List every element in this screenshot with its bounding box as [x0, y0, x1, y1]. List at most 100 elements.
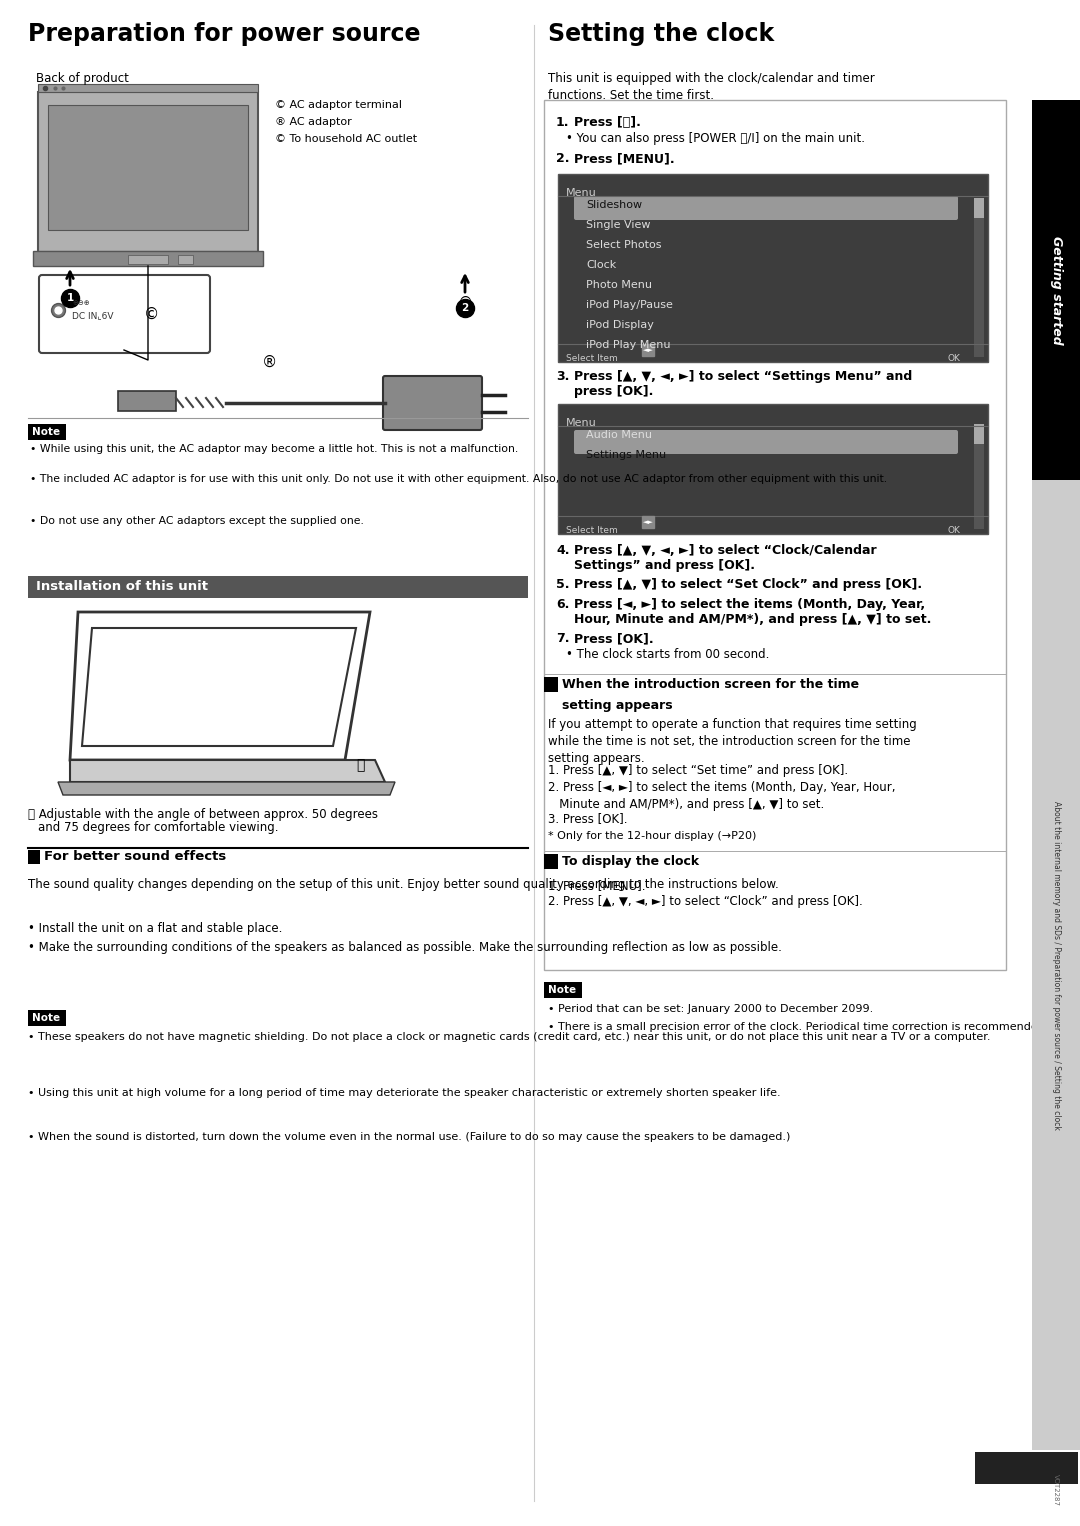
Polygon shape — [58, 781, 395, 795]
Text: • Period that can be set: January 2000 to December 2099.: • Period that can be set: January 2000 t… — [548, 1004, 874, 1013]
FancyBboxPatch shape — [39, 275, 210, 353]
Text: Back of product: Back of product — [36, 72, 129, 85]
Text: VOT2287: VOT2287 — [1053, 1474, 1059, 1506]
Text: Press [⏻].: Press [⏻]. — [573, 116, 640, 130]
Polygon shape — [70, 612, 370, 760]
Text: Press [▲, ▼] to select “Set Clock” and press [OK].: Press [▲, ▼] to select “Set Clock” and p… — [573, 578, 922, 591]
FancyBboxPatch shape — [573, 430, 958, 455]
Bar — [544, 855, 558, 868]
Text: 1. Press [▲, ▼] to select “Set time” and press [OK].: 1. Press [▲, ▼] to select “Set time” and… — [548, 765, 848, 777]
Text: Press [▲, ▼, ◄, ►] to select “Clock/Calendar: Press [▲, ▼, ◄, ►] to select “Clock/Cale… — [573, 543, 877, 557]
Bar — [28, 1010, 66, 1025]
Text: Select Item: Select Item — [566, 354, 618, 363]
Text: setting appears: setting appears — [562, 699, 673, 713]
Text: ⓕ: ⓕ — [355, 758, 364, 772]
Bar — [558, 404, 988, 534]
Bar — [33, 250, 264, 266]
Text: To display the clock: To display the clock — [562, 855, 699, 867]
Bar — [28, 575, 528, 598]
Text: 2. Press [◄, ►] to select the items (Month, Day, Year, Hour,
   Minute and AM/PM: 2. Press [◄, ►] to select the items (Mon… — [548, 781, 895, 810]
Text: 3. Press [OK].: 3. Press [OK]. — [548, 812, 627, 826]
Text: Note: Note — [548, 984, 576, 995]
Text: • Using this unit at high volume for a long period of time may deteriorate the s: • Using this unit at high volume for a l… — [28, 1088, 781, 1099]
Text: Menu: Menu — [566, 418, 597, 427]
Text: • Install the unit on a flat and stable place.: • Install the unit on a flat and stable … — [28, 922, 282, 935]
Text: For better sound effects: For better sound effects — [44, 850, 226, 864]
Bar — [974, 198, 984, 357]
Text: OK: OK — [948, 354, 961, 363]
Text: 1.: 1. — [556, 116, 569, 130]
Bar — [38, 84, 258, 92]
Text: • There is a small precision error of the clock. Periodical time correction is r: • There is a small precision error of th… — [548, 1022, 1049, 1032]
Text: Clock: Clock — [586, 259, 617, 270]
Bar — [28, 424, 66, 439]
Text: This unit is equipped with the clock/calendar and timer
functions. Set the time : This unit is equipped with the clock/cal… — [548, 72, 875, 102]
Text: If you attempt to operate a function that requires time setting
while the time i: If you attempt to operate a function tha… — [548, 719, 917, 765]
Text: Press [◄, ►] to select the items (Month, Day, Year,: Press [◄, ►] to select the items (Month,… — [573, 598, 926, 610]
Text: Press [OK].: Press [OK]. — [573, 632, 653, 645]
Text: Slideshow: Slideshow — [586, 200, 643, 211]
Text: ® AC adaptor: ® AC adaptor — [275, 118, 352, 127]
Text: • While using this unit, the AC adaptor may become a little hot. This is not a m: • While using this unit, the AC adaptor … — [30, 444, 518, 455]
Text: press [OK].: press [OK]. — [573, 385, 653, 398]
Bar — [178, 255, 193, 264]
Text: 2: 2 — [461, 304, 469, 313]
FancyBboxPatch shape — [383, 375, 482, 430]
Text: DC IN⌞6V: DC IN⌞6V — [72, 311, 113, 320]
Bar — [38, 92, 258, 252]
Bar — [974, 424, 984, 444]
Text: Installation of this unit: Installation of this unit — [36, 580, 208, 594]
Text: Setting the clock: Setting the clock — [548, 21, 774, 46]
Bar — [1032, 101, 1080, 481]
Text: Note: Note — [32, 1013, 60, 1022]
Bar — [28, 850, 40, 864]
Text: • When the sound is distorted, turn down the volume even in the normal use. (Fai: • When the sound is distorted, turn down… — [28, 1131, 791, 1141]
Bar — [118, 391, 176, 410]
Text: ⊕⊖⊕: ⊕⊖⊕ — [72, 301, 90, 307]
Bar — [975, 1453, 1078, 1483]
Text: ◄►: ◄► — [643, 346, 653, 353]
Text: Settings” and press [OK].: Settings” and press [OK]. — [573, 559, 755, 572]
Bar — [544, 983, 582, 998]
Text: and 75 degrees for comfortable viewing.: and 75 degrees for comfortable viewing. — [38, 821, 279, 835]
Text: iPod Play/Pause: iPod Play/Pause — [586, 301, 673, 310]
Bar — [48, 105, 248, 230]
Text: Getting started: Getting started — [1050, 235, 1063, 345]
Bar — [974, 198, 984, 218]
Text: 4.: 4. — [556, 543, 569, 557]
Text: Press [MENU].: Press [MENU]. — [573, 153, 675, 165]
Text: Menu: Menu — [566, 188, 597, 198]
Text: The sound quality changes depending on the setup of this unit. Enjoy better soun: The sound quality changes depending on t… — [28, 877, 779, 891]
Bar — [974, 429, 984, 530]
Text: Hour, Minute and AM/PM*), and press [▲, ▼] to set.: Hour, Minute and AM/PM*), and press [▲, … — [573, 613, 931, 626]
Bar — [544, 678, 558, 691]
FancyBboxPatch shape — [573, 195, 958, 220]
Text: iPod Play Menu: iPod Play Menu — [586, 340, 671, 349]
Text: • The included AC adaptor is for use with this unit only. Do not use it with oth: • The included AC adaptor is for use wit… — [30, 475, 887, 484]
Text: Note: Note — [32, 427, 60, 436]
Text: Select Photos: Select Photos — [586, 240, 661, 250]
Text: • Make the surrounding conditions of the speakers as balanced as possible. Make : • Make the surrounding conditions of the… — [28, 942, 782, 954]
Text: iPod Display: iPod Display — [586, 320, 653, 330]
FancyBboxPatch shape — [544, 101, 1005, 971]
Text: Preparation for power source: Preparation for power source — [28, 21, 420, 46]
Text: ©: © — [145, 307, 160, 322]
Text: ®: ® — [262, 354, 278, 369]
Text: 2.: 2. — [556, 153, 569, 165]
Text: Settings Menu: Settings Menu — [586, 450, 666, 459]
Text: • You can also press [POWER ⏻/I] on the main unit.: • You can also press [POWER ⏻/I] on the … — [566, 133, 865, 145]
Text: ◄►: ◄► — [643, 519, 653, 525]
Text: © To household AC outlet: © To household AC outlet — [275, 134, 417, 143]
Text: Press [▲, ▼, ◄, ►] to select “Settings Menu” and: Press [▲, ▼, ◄, ►] to select “Settings M… — [573, 369, 913, 383]
Text: 3.: 3. — [556, 369, 569, 383]
Polygon shape — [82, 629, 356, 746]
Text: 5.: 5. — [556, 578, 569, 591]
Text: ⓕ Adjustable with the angle of between approx. 50 degrees: ⓕ Adjustable with the angle of between a… — [28, 807, 378, 821]
Text: Audio Menu: Audio Menu — [586, 430, 652, 439]
Text: Select Item: Select Item — [566, 526, 618, 536]
Bar — [558, 174, 988, 362]
Text: 6.: 6. — [556, 598, 569, 610]
Text: © AC adaptor terminal: © AC adaptor terminal — [275, 101, 402, 110]
Polygon shape — [70, 760, 384, 781]
Text: 7.: 7. — [556, 632, 569, 645]
